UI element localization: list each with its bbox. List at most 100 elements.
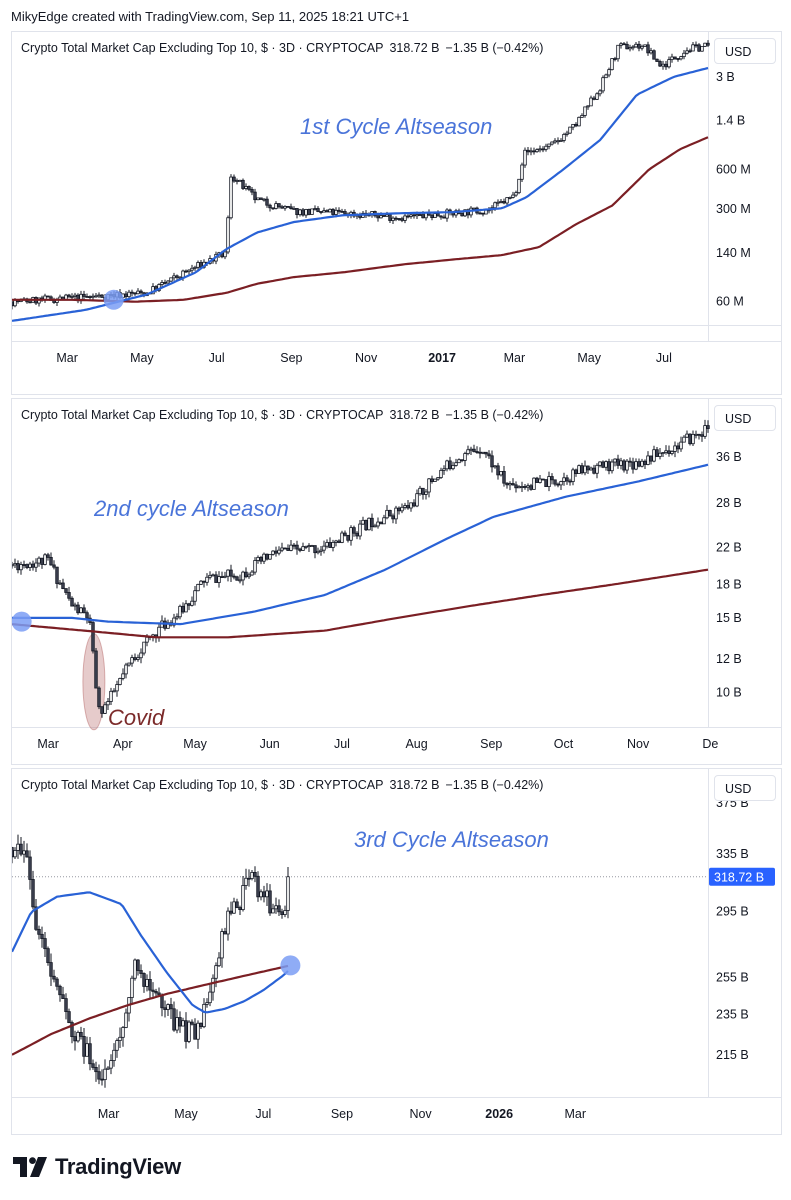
brand-name: TradingView	[55, 1154, 181, 1179]
crossover-marker	[103, 289, 124, 310]
price-chart-2[interactable]: 36 B 28 B 22 B 18 B 15 B 12 B 10 B Mar Apr May Jun…	[12, 399, 781, 764]
candle-body	[265, 198, 269, 206]
y-tick-label: 36 B	[716, 450, 742, 464]
candle-body	[595, 93, 599, 100]
candle-body	[502, 201, 506, 204]
candle-body	[37, 928, 41, 935]
candle-body	[217, 957, 221, 967]
candle-body	[253, 871, 257, 877]
price-chart-1[interactable]: 3 B 1.4 B 600 M 300 M 140 M 60 M Mar May Jul Sep N…	[12, 32, 781, 394]
chart-panel-2nd-cycle[interactable]: Crypto Total Market Cap Excluding Top 10…	[11, 398, 782, 765]
candle-body	[484, 451, 488, 455]
candle-body	[232, 575, 236, 578]
candle-body	[598, 461, 602, 466]
candle-body	[613, 458, 617, 463]
candle-body	[253, 191, 257, 201]
candle-body	[130, 657, 134, 664]
candle-body	[253, 560, 257, 573]
candle-body	[580, 465, 584, 474]
candle-body	[505, 197, 509, 204]
candle-body	[547, 143, 551, 147]
candle-body	[277, 203, 281, 208]
candle-body	[673, 56, 677, 59]
candle-body	[379, 215, 383, 219]
candle-body	[76, 604, 80, 614]
candle-body	[694, 44, 698, 47]
candle-body	[103, 1068, 107, 1081]
candle-body	[31, 563, 35, 568]
candle-body	[169, 1004, 173, 1010]
candle-body	[145, 636, 149, 643]
x-tick-label: Mar	[37, 737, 59, 751]
candle-body	[448, 460, 452, 470]
candle-body	[277, 549, 281, 554]
candle-body	[298, 209, 302, 216]
candle-body	[268, 204, 272, 209]
candle-body	[91, 1063, 95, 1068]
candle-body	[181, 1020, 185, 1027]
x-tick-label: Jul	[334, 737, 350, 751]
candle-body	[22, 564, 26, 566]
candle-body	[607, 461, 611, 472]
candle-body	[109, 1060, 113, 1069]
candle-body	[313, 208, 317, 210]
last-price: 318.72 B	[389, 778, 440, 792]
x-tick-label: Sep	[331, 1107, 353, 1121]
candle-body	[547, 476, 551, 487]
candle-body	[700, 434, 704, 437]
candle-body	[85, 612, 89, 619]
candle-body	[454, 462, 458, 466]
candle-body	[49, 962, 53, 977]
candle-body	[703, 425, 707, 437]
candle-body	[136, 290, 140, 295]
candle-body	[337, 209, 341, 212]
candle-body	[400, 218, 404, 221]
candle-body	[121, 673, 125, 679]
candle-body	[670, 56, 674, 61]
candle-body	[460, 213, 464, 217]
candle-body	[667, 450, 671, 454]
currency-selector[interactable]: USD	[714, 405, 776, 431]
candle-body	[439, 469, 443, 478]
y-tick-label: 12 B	[716, 652, 742, 666]
candle-body	[262, 891, 266, 898]
currency-selector[interactable]: USD	[714, 38, 776, 64]
candle-body	[595, 464, 599, 474]
y-tick-label: 15 B	[716, 611, 742, 625]
x-tick-label: Jul	[209, 351, 225, 365]
tradingview-logo[interactable]: TradingView	[13, 1154, 181, 1180]
candle-body	[376, 215, 380, 219]
candle-body	[274, 905, 278, 910]
candle-body	[19, 843, 23, 855]
candle-body	[232, 176, 236, 182]
candle-body	[652, 449, 656, 462]
candle-body	[343, 211, 347, 215]
x-tick-label: Nov	[409, 1107, 432, 1121]
candle-body	[640, 460, 644, 467]
candle-body	[664, 63, 668, 68]
candle-body	[31, 879, 35, 908]
candle-body	[565, 477, 569, 482]
candle-body	[352, 527, 356, 534]
candle-body	[538, 478, 542, 483]
last-price-tag-label: 318.72 B	[714, 870, 764, 884]
y-tick-label: 235 B	[716, 1008, 749, 1022]
candle-body	[322, 545, 326, 551]
candle-body	[136, 657, 140, 660]
candle-body	[82, 293, 86, 297]
chart-panel-1st-cycle[interactable]: Crypto Total Market Cap Excluding Top 10…	[11, 31, 782, 395]
candle-body	[172, 1008, 176, 1031]
candle-body	[190, 1021, 194, 1025]
candle-body	[94, 650, 98, 689]
y-tick-label: 10 B	[716, 686, 742, 700]
candle-body	[409, 502, 413, 509]
candle-body	[445, 460, 449, 470]
candle-body	[649, 455, 653, 462]
candle-body	[577, 116, 581, 127]
candle-body	[691, 44, 695, 52]
currency-selector[interactable]: USD	[714, 775, 776, 801]
candle-body	[340, 532, 344, 543]
chart-panel-3rd-cycle[interactable]: Crypto Total Market Cap Excluding Top 10…	[11, 768, 782, 1135]
candle-body	[262, 553, 266, 562]
